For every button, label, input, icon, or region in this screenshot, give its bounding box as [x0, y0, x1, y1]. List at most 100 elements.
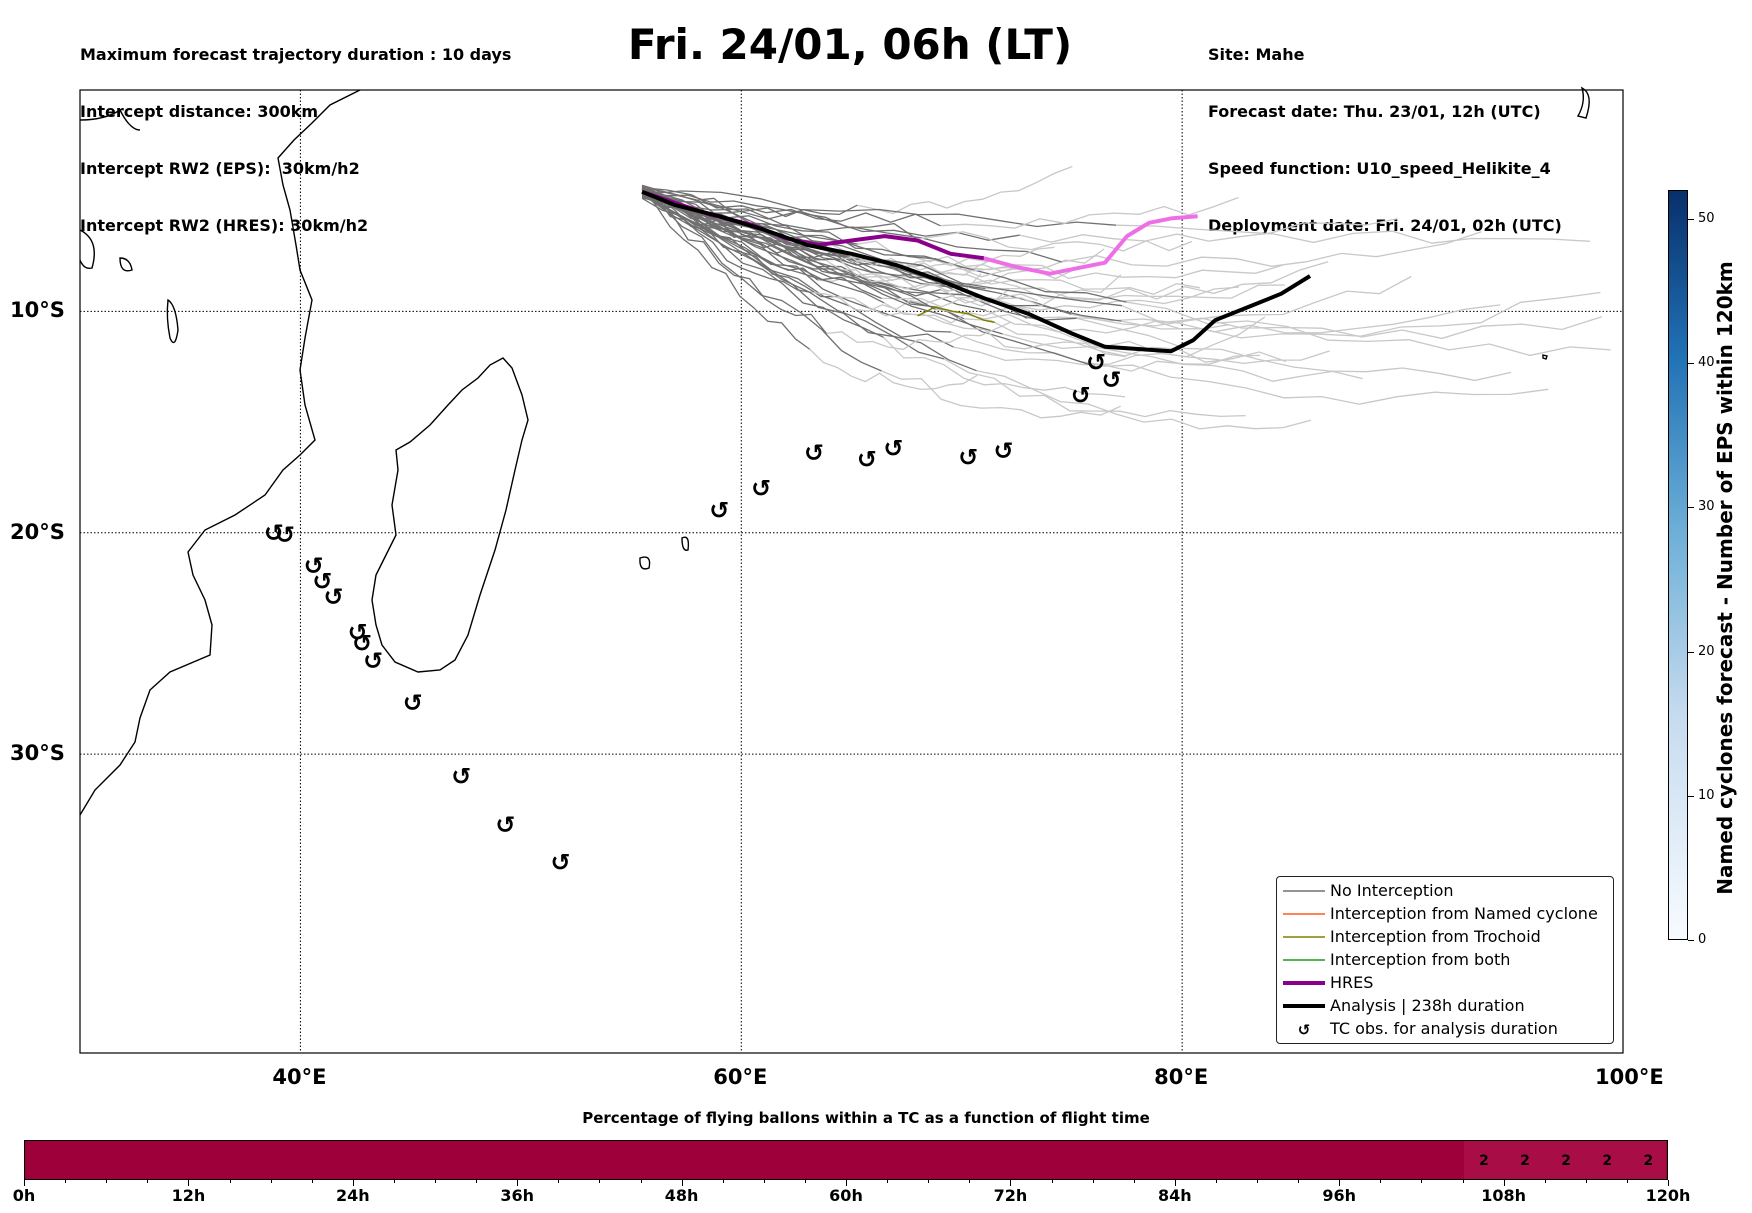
colorbar-tick-label: 20 — [1698, 643, 1715, 659]
legend-label: Interception from Named cyclone — [1330, 904, 1598, 923]
flight-time-label: 24h — [335, 1186, 370, 1205]
flight-time-bar-value: 2 — [1561, 1153, 1571, 1169]
flight-time-label: 120h — [1645, 1186, 1691, 1205]
eps-trajectory — [642, 187, 941, 227]
eps-trajectory — [641, 185, 964, 286]
cyclone-icon: ↺ — [312, 567, 332, 595]
flight-time-bar-title: Percentage of flying ballons within a TC… — [582, 1109, 1150, 1127]
eps-trajectory — [642, 190, 1117, 228]
eps-trajectory-late — [1071, 304, 1501, 334]
eps-trajectory-late — [1121, 291, 1601, 339]
eps-trajectory — [641, 188, 812, 294]
eps-trajectory — [641, 186, 936, 310]
legend-label: HRES — [1330, 973, 1374, 992]
eps-trajectory — [641, 186, 918, 240]
flight-time-tick — [147, 1180, 149, 1183]
flight-time-label: 108h — [1481, 1186, 1526, 1205]
header-right-line: Forecast date: Thu. 23/01, 12h (UTC) — [1208, 102, 1541, 121]
eps-trajectory — [641, 190, 882, 299]
eps-trajectory-late — [841, 256, 1041, 274]
eps-trajectory — [641, 197, 1072, 315]
coastlines — [79, 86, 1590, 816]
flight-time-tick — [311, 1180, 313, 1183]
flight-time-tick — [229, 1180, 231, 1183]
eps-trajectory — [641, 193, 1003, 335]
eps-trajectory-late — [883, 336, 1126, 398]
eps-trajectory — [641, 187, 810, 350]
flight-time-tick — [558, 1180, 560, 1183]
flight-time-tick — [1133, 1180, 1135, 1183]
flight-time-tick — [65, 1180, 67, 1183]
eps-trajectory-late — [857, 165, 1073, 215]
legend-item-trochoid: Interception from Trochoid — [1277, 926, 1613, 948]
legend-item-hres: HRES — [1277, 972, 1613, 994]
colorbar-tick — [1688, 507, 1694, 509]
flight-time-tick — [106, 1180, 108, 1183]
legend-label: Interception from both — [1330, 950, 1511, 969]
flight-time-tick — [188, 1180, 190, 1186]
eps-trajectory-late — [1095, 364, 1549, 405]
flight-time-tick — [722, 1180, 724, 1183]
flight-time-tick — [352, 1180, 354, 1186]
map-title: Fri. 24/01, 06h (LT) — [627, 20, 1073, 69]
eps-trajectory-late — [920, 264, 1201, 295]
eps-trajectory — [641, 185, 1096, 368]
eps-trajectory-late — [1115, 224, 1590, 244]
flight-time-tick — [1668, 1180, 1669, 1186]
cyclone-icon: ↺ — [1102, 366, 1122, 394]
colorbar-tick-label: 40 — [1698, 355, 1715, 371]
colorbar-tick-label: 0 — [1698, 932, 1707, 947]
lat-tick-label: 30°S — [10, 741, 65, 766]
eps-trajectory-late — [1002, 333, 1363, 382]
flight-time-tick — [435, 1180, 436, 1183]
legend-item-no-interception: No Interception — [1277, 880, 1613, 902]
flight-time-tick — [1215, 1180, 1217, 1183]
header-right: Site: Mahe Forecast date: Thu. 23/01, 12… — [1208, 7, 1562, 254]
legend-label: Analysis | 238h duration — [1330, 996, 1525, 1015]
island — [1542, 354, 1548, 360]
colorbar-title: Named cyclones forecast - Number of EPS … — [1713, 261, 1737, 895]
legend-item-both: Interception from both — [1277, 949, 1613, 971]
flight-time-tick — [763, 1180, 765, 1183]
flight-time-tick — [1174, 1180, 1176, 1186]
cyclone-icon: ↺ — [958, 443, 978, 471]
flight-time-tick — [24, 1180, 25, 1186]
cyclone-icon: ↺ — [550, 849, 570, 877]
header-left-line: Intercept distance: 300km — [80, 102, 319, 121]
flight-time-tick — [1544, 1180, 1546, 1183]
lon-tick-label: 40°E — [272, 1065, 327, 1089]
eps-trajectory-late — [940, 286, 1240, 311]
map-frame — [79, 89, 1624, 1054]
flight-time-label: 36h — [500, 1186, 535, 1205]
legend-item-named-cyclone: Interception from Named cyclone — [1277, 903, 1613, 925]
eps-trajectory-late — [1026, 275, 1412, 327]
eps-trajectory-late — [985, 261, 1329, 301]
eps-trajectory — [641, 189, 819, 281]
header-left-line: Intercept RW2 (HRES): 30km/h2 — [80, 216, 369, 235]
colorbar-tick-label: 30 — [1698, 499, 1715, 515]
eps-trajectory — [641, 186, 1127, 303]
eps-trajectory-late — [1061, 231, 1482, 267]
eps-trajectory-late — [839, 259, 1038, 304]
eps-trajectory-late — [916, 231, 1193, 252]
main-tracks — [641, 189, 1312, 354]
flight-time-bar: 2 2 2 2 2 — [24, 1140, 1668, 1180]
island — [639, 556, 651, 570]
colorbar-tick-label: 10 — [1698, 787, 1715, 803]
eps-trajectory — [641, 196, 828, 334]
flight-time-tick — [1421, 1180, 1423, 1183]
flight-time-tick — [1462, 1180, 1464, 1183]
island — [1576, 86, 1590, 119]
legend-label: Interception from Trochoid — [1330, 927, 1541, 946]
cyclone-icon: ↺ — [709, 497, 729, 525]
coast-nw2 — [79, 108, 141, 131]
cyclone-icon: ↺ — [323, 583, 343, 611]
flight-time-tick — [1339, 1180, 1341, 1186]
hres-track-late — [983, 214, 1198, 276]
flight-time-label: 60h — [829, 1186, 863, 1205]
lat-tick-label: 20°S — [10, 519, 65, 544]
cyclone-icon: ↺ — [275, 521, 295, 549]
header-left: Maximum forecast trajectory duration : 1… — [80, 7, 511, 254]
cyclone-icon: ↺ — [804, 439, 824, 467]
